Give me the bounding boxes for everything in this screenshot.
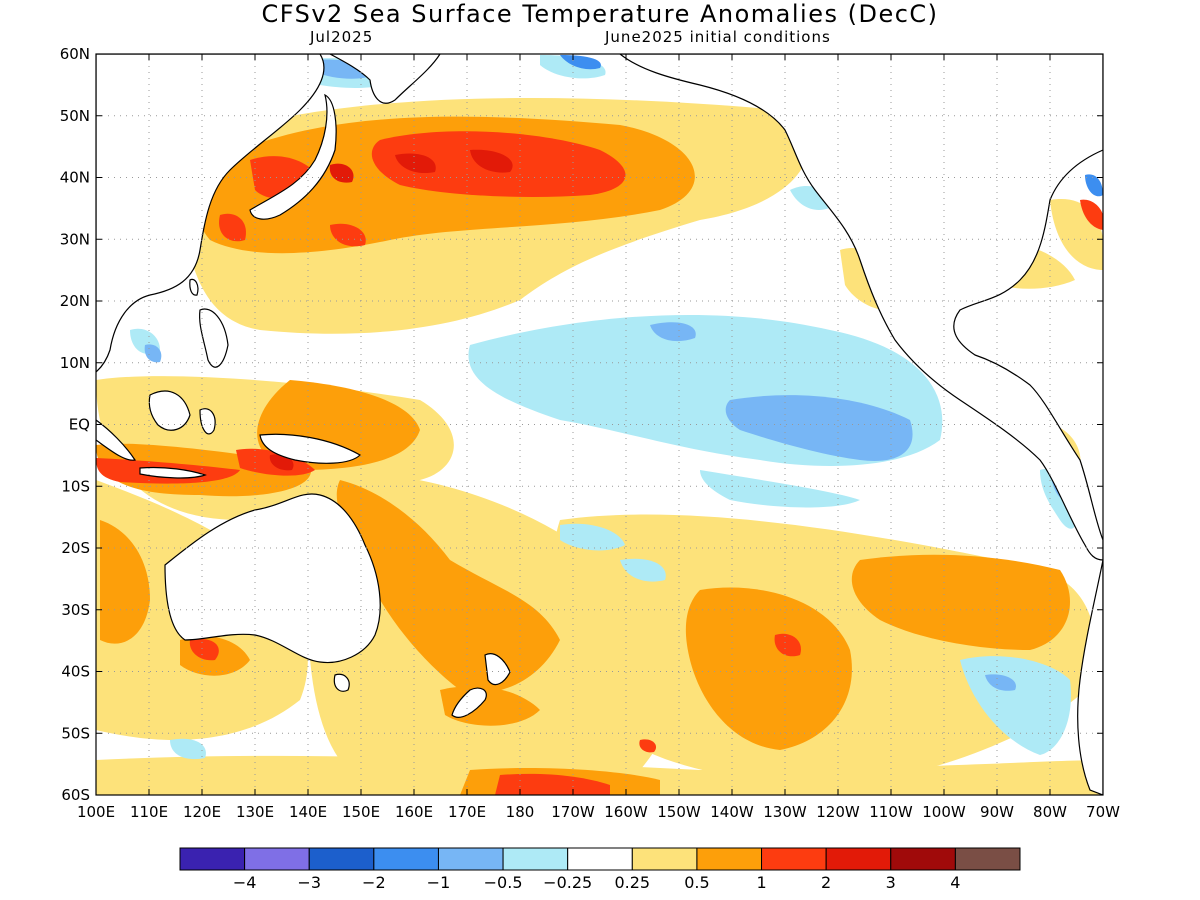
colorbar-swatch [954,847,1021,871]
lat-label: EQ [69,416,90,434]
initial-conditions-label: June2025 initial conditions [605,28,831,46]
colorbar-labels: −4 −3 −2 −1 −0.5 −0.25 0.25 0.5 1 2 3 4 [233,873,961,892]
lon-label: 120E [183,803,221,821]
java [139,466,207,479]
borneo [148,390,191,431]
lon-label: 110E [130,803,168,821]
lat-label: 30N [60,230,90,248]
colorbar-swatch [761,847,827,871]
colorbar-swatch [567,847,633,871]
colorbar-label: −3 [297,873,321,892]
asia-landmass [96,54,325,373]
lon-label: 140W [710,803,754,821]
lat-label: 10S [61,477,90,495]
chart-title: CFSv2 Sea Surface Temperature Anomalies … [261,0,939,28]
lon-label: 100W [922,803,966,821]
lon-label: 140E [289,803,327,821]
south-america-landmass [1077,559,1103,795]
tasmania [333,673,350,692]
australia-landmass [164,493,381,664]
anomaly-field [96,54,1103,795]
colorbar-swatch [437,847,504,871]
philippines [199,308,229,368]
colorbar-label: 4 [950,873,960,892]
colorbar-label: 2 [821,873,831,892]
coastlines [96,54,1103,795]
lat-label: 50N [60,107,90,125]
sumatra [96,419,136,461]
lon-label: 130E [236,803,274,821]
colorbar-swatch [373,847,439,871]
colorbar-label: −1 [427,873,451,892]
lon-label: 100E [77,803,115,821]
lat-label: 40N [60,169,90,187]
colorbar-label: −2 [362,873,386,892]
lon-label: 160W [604,803,648,821]
lat-label: 50S [61,724,90,742]
lat-label: 60S [61,786,90,804]
colorbar-swatch [696,847,763,871]
lat-label: 40S [61,663,90,681]
colorbar-label: 1 [756,873,766,892]
lon-label: 120W [816,803,860,821]
colorbar-swatch [631,847,698,871]
lon-label: 130W [763,803,807,821]
colorbar-label: 3 [886,873,896,892]
colorbar-swatch [308,847,375,871]
lon-label: 160E [395,803,433,821]
longitude-labels: 100E 110E 120E 130E 140E 150E 160E 170E 180 170W 1… [77,803,1120,821]
colorbar-label: −0.25 [543,873,592,892]
colorbar-label: −4 [233,873,257,892]
colorbar [179,847,1021,871]
colorbar-swatch [890,847,956,871]
lon-label: 170W [551,803,595,821]
colorbar-swatch [825,847,892,871]
kamchatka [329,54,441,104]
taiwan [189,278,199,296]
colorbar-swatch [502,847,569,871]
colorbar-swatch [179,847,246,871]
new-guinea [259,433,361,464]
valid-month-label: Jul2025 [310,28,374,46]
lon-label: 150W [657,803,701,821]
colorbar-label: 0.5 [684,873,709,892]
cool-1-regions [560,55,1103,197]
lon-label: 80W [1033,803,1067,821]
new-zealand-north [484,653,511,686]
lon-label: 150E [342,803,380,821]
lon-label: 180 [506,803,535,821]
lat-label: 30S [61,601,90,619]
new-zealand-south [451,687,487,718]
colorbar-label: −0.5 [484,873,523,892]
lat-label: 10N [60,354,90,372]
axis-ticks [95,53,1104,796]
latitude-labels: 60N 50N 40N 30N 20N 10N EQ 10S 20S 30S 40S 50S 60S [60,45,90,804]
lon-label: 110W [869,803,913,821]
sulawesi [199,408,216,435]
lat-label: 60N [60,45,90,63]
lat-label: 20S [61,539,90,557]
japan [249,93,337,220]
lon-label: 90W [980,803,1014,821]
colorbar-label: 0.25 [614,873,650,892]
colorbar-swatch [244,847,310,871]
lon-label: 170E [448,803,486,821]
lon-label: 70W [1086,803,1120,821]
lat-label: 20N [60,292,90,310]
